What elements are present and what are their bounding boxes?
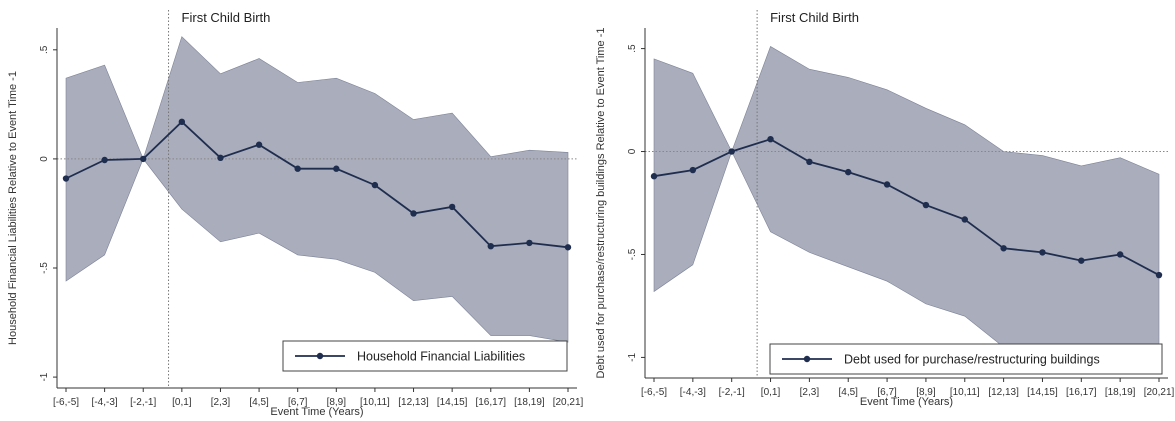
data-point-2 <box>728 148 735 155</box>
x-tick-label-5: [4,5] <box>249 397 269 408</box>
data-point-0 <box>650 173 658 180</box>
data-point-9 <box>1000 245 1007 252</box>
y-tick-label-1: -.5 <box>39 262 50 274</box>
data-point-7 <box>333 165 340 172</box>
x-tick-label-4: [2,3] <box>211 397 231 408</box>
data-point-11 <box>487 242 494 250</box>
x-tick-label-4: [2,3] <box>800 387 820 398</box>
data-point-12 <box>526 239 533 247</box>
data-point-6 <box>294 165 301 172</box>
x-axis-title: Event Time (Years) <box>860 396 953 408</box>
x-tick-label-8: [10,11] <box>360 397 390 408</box>
data-point-10 <box>1039 249 1046 256</box>
data-point-1 <box>101 156 108 164</box>
legend-label: Debt used for purchase/restructuring bui… <box>844 353 1100 367</box>
legend-box <box>769 343 1163 375</box>
x-tick-label-11: [16,17] <box>475 397 506 408</box>
data-point-0 <box>62 175 70 182</box>
x-tick-label-12: [18,19] <box>1105 387 1136 398</box>
data-point-8 <box>961 216 968 223</box>
event-annotation: First Child Birth <box>182 10 271 25</box>
x-tick-label-11: [16,17] <box>1066 387 1097 398</box>
data-point-3 <box>178 118 186 126</box>
x-tick-label-8: [10,11] <box>950 387 980 398</box>
x-tick-label-7: [8,9] <box>916 387 936 398</box>
x-tick-label-6: [6,7] <box>288 397 308 408</box>
data-point-7 <box>922 201 930 209</box>
data-point-4 <box>217 154 224 162</box>
legend-marker <box>803 355 811 363</box>
x-tick-label-2: [-2,-1] <box>719 387 745 398</box>
x-tick-label-3: [0,1] <box>172 397 192 408</box>
x-tick-label-0: [-6,-5] <box>641 387 667 398</box>
x-tick-label-3: [0,1] <box>761 387 781 398</box>
data-point-10 <box>448 203 456 211</box>
x-tick-label-12: [18,19] <box>514 397 545 408</box>
debt-buildings-chart: First Child Birth -1 -.5 0 .5 [-6,-5] [-4,-3] [… <box>595 10 1175 408</box>
confidence-band <box>65 36 569 343</box>
y-axis-title: Debt used for purchase/restructuring bui… <box>595 28 607 379</box>
confidence-band <box>653 46 1160 375</box>
x-tick-label-6: [6,7] <box>877 387 897 398</box>
y-axis-title: Household Financial Liabilities Relative… <box>7 71 19 345</box>
y-tick-label-0: -1 <box>39 372 50 381</box>
x-tick-label-1: [-4,-3] <box>92 397 118 408</box>
data-point-8 <box>371 181 379 189</box>
x-tick-label-13: [20,21] <box>1144 387 1175 398</box>
data-point-12 <box>1116 251 1124 258</box>
data-point-11 <box>1078 257 1085 264</box>
chart-panel-left: First Child Birth -1 -.5 0 .5 [-6,-5] [-4,-3] [… <box>7 10 584 418</box>
data-point-13 <box>564 244 572 251</box>
x-tick-label-9: [12,13] <box>398 397 429 408</box>
chart-panel-right: First Child Birth -1 -.5 0 .5 [-6,-5] [-4,-3] [… <box>588 0 1175 421</box>
y-tick-label-2: 0 <box>39 156 50 162</box>
event-annotation: First Child Birth <box>770 10 859 25</box>
data-point-5 <box>845 168 852 176</box>
y-tick-label-0: -1 <box>627 353 638 362</box>
data-point-3 <box>767 135 774 143</box>
x-tick-label-1: [-4,-3] <box>680 387 706 398</box>
data-point-9 <box>410 210 417 217</box>
data-point-4 <box>806 158 813 166</box>
y-tick-label-2: 0 <box>627 148 638 154</box>
legend-marker <box>316 352 324 360</box>
x-axis-title: Event Time (Years) <box>270 406 363 418</box>
liabilities-chart: First Child Birth -1 -.5 0 .5 [-6,-5] [-4,-3] [… <box>7 10 584 418</box>
x-tick-label-10: [14,15] <box>437 397 468 408</box>
x-tick-label-13: [20,21] <box>553 397 584 408</box>
x-tick-label-7: [8,9] <box>327 397 347 408</box>
y-tick-label-3: .5 <box>39 45 50 54</box>
data-point-2 <box>140 155 147 163</box>
x-tick-label-5: [4,5] <box>838 387 858 398</box>
series-line <box>65 120 569 249</box>
legend-label: Household Financial Liabilities <box>357 350 525 364</box>
y-tick-label-3: .5 <box>627 44 638 53</box>
series-line <box>653 138 1160 276</box>
x-tick-label-9: [12,13] <box>988 387 1019 398</box>
x-tick-label-0: [-6,-5] <box>53 397 79 408</box>
x-tick-label-10: [14,15] <box>1027 387 1058 398</box>
data-point-5 <box>255 141 263 148</box>
data-point-13 <box>1155 271 1163 279</box>
y-tick-label-1: -.5 <box>627 248 638 260</box>
data-point-1 <box>689 166 697 174</box>
data-point-6 <box>883 181 891 188</box>
x-tick-label-2: [-2,-1] <box>130 397 156 408</box>
